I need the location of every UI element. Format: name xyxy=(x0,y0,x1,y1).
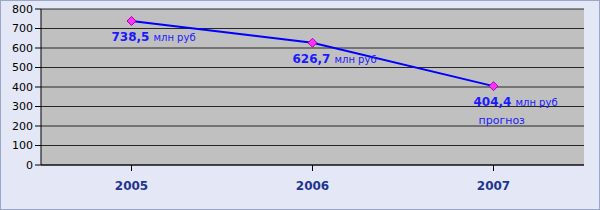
svg-text:2006: 2006 xyxy=(296,179,329,193)
svg-text:500: 500 xyxy=(12,61,33,74)
svg-text:0: 0 xyxy=(26,159,33,172)
svg-text:800: 800 xyxy=(12,3,33,16)
svg-text:2007: 2007 xyxy=(477,179,510,193)
svg-text:404,4млн руб: 404,4млн руб xyxy=(474,95,558,109)
svg-text:прогноз: прогноз xyxy=(479,114,526,127)
svg-text:2005: 2005 xyxy=(115,179,148,193)
svg-text:626,7млн руб: 626,7млн руб xyxy=(293,52,377,66)
svg-text:200: 200 xyxy=(12,120,33,133)
svg-text:600: 600 xyxy=(12,42,33,55)
svg-text:100: 100 xyxy=(12,139,33,152)
svg-text:738,5млн руб: 738,5млн руб xyxy=(112,30,196,44)
svg-text:400: 400 xyxy=(12,81,33,94)
svg-text:700: 700 xyxy=(12,22,33,35)
svg-text:300: 300 xyxy=(12,100,33,113)
